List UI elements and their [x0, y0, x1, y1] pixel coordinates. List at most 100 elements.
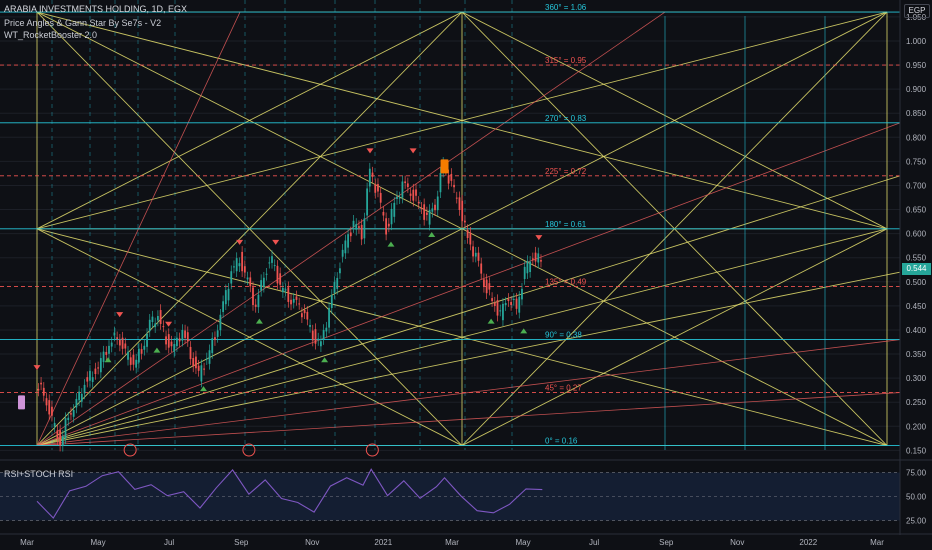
candle-body-21-1 [203, 368, 205, 370]
indicator-gann-label[interactable]: Price Angles & Gann Star By Se7s - V2 [4, 18, 162, 28]
candle-body-4-2 [67, 417, 70, 421]
candle-body-60-0 [518, 296, 521, 313]
candle-body-4-1 [64, 418, 67, 439]
candle-body-15-0 [151, 316, 154, 323]
buy-signal-3 [255, 318, 263, 324]
candle-body-57-2 [499, 310, 502, 312]
candle-body-61-1 [529, 261, 532, 273]
candle-body-7-0 [86, 377, 89, 382]
candle-body-29-2 [271, 256, 273, 263]
gann-ray-4 [36, 392, 901, 446]
price-tick-label-16: 0.250 [906, 398, 927, 407]
buy-signal-4 [321, 357, 329, 363]
candle-body-53-2 [466, 229, 469, 239]
candle-body-2-2 [51, 406, 53, 416]
candle-body-54-0 [469, 232, 472, 245]
price-tick-label-15: 0.300 [906, 374, 927, 383]
time-tick-label-8: Jul [589, 538, 599, 547]
candle-body-5-2 [75, 398, 78, 408]
candle-body-30-0 [273, 265, 276, 267]
candle-body-49-2 [434, 204, 436, 211]
buy-signal-7 [487, 318, 495, 324]
price-tick-label-3: 0.900 [906, 85, 927, 94]
candle-body-29-0 [265, 273, 268, 275]
buy-signal-1 [153, 347, 161, 353]
candle-body-26-1 [243, 266, 246, 273]
buy-signal-8 [520, 328, 528, 334]
candle-body-54-2 [474, 252, 477, 257]
candle-body-37-1 [333, 282, 336, 294]
rsi-panel: 75.00 50.00 25.00 [0, 459, 932, 525]
price-tick-label-17: 0.200 [906, 422, 927, 431]
price-tick-label-2: 0.950 [906, 61, 927, 70]
indicator-rsi-label[interactable]: RSI+STOCH RSI [4, 469, 74, 479]
candle-body-36-1 [325, 327, 328, 332]
candle-body-16-2 [165, 336, 167, 345]
time-tick-label-12: Mar [870, 538, 884, 547]
candle-body-9-2 [108, 345, 110, 354]
candle-body-32-1 [292, 298, 295, 303]
candle-body-25-1 [235, 258, 238, 272]
price-axis[interactable]: 1.0501.0000.9500.9000.8500.8000.7500.700… [899, 0, 927, 535]
candle-body-44-1 [390, 208, 393, 225]
candle-body-25-0 [233, 266, 235, 268]
candle-body-60-2 [523, 266, 526, 279]
candle-body-55-0 [477, 252, 480, 261]
price-tick-label-13: 0.400 [906, 326, 927, 335]
candle-body-55-1 [480, 263, 483, 274]
candle-body-28-0 [257, 294, 260, 308]
rocket-booster-marker [440, 159, 449, 174]
time-tick-label-2: Jul [164, 538, 174, 547]
buy-signal-6 [428, 231, 436, 237]
candle-body-45-0 [396, 196, 398, 199]
candle-body-36-0 [322, 330, 325, 340]
candle-body-41-1 [366, 188, 369, 216]
candle-body-41-2 [368, 168, 371, 187]
gann-ray-2 [36, 122, 901, 446]
symbol-title[interactable]: ARABIA INVESTMENTS HOLDING, 1D, EGX [4, 4, 188, 14]
grid-lines [0, 16, 900, 451]
candle-body-4-0 [61, 435, 64, 446]
candle-body-15-2 [157, 316, 159, 321]
candle-body-34-0 [306, 311, 309, 320]
sell-signal-5 [366, 148, 374, 154]
price-tick-label-10: 0.550 [906, 254, 927, 263]
rocket-booster-marker-start [18, 395, 25, 410]
candle-body-21-0 [200, 365, 203, 382]
candle-body-14-1 [146, 333, 148, 347]
time-tick-label-10: Nov [730, 538, 744, 547]
time-tick-label-7: May [515, 538, 530, 547]
candle-body-27-2 [254, 304, 257, 307]
candle-body-31-2 [287, 287, 290, 302]
candle-body-10-1 [113, 332, 116, 336]
candle-body-50-0 [436, 196, 439, 211]
candle-body-24-0 [224, 290, 227, 305]
candle-body-49-0 [428, 210, 431, 225]
candle-body-1-2 [42, 387, 45, 396]
candle-body-46-2 [409, 193, 412, 196]
time-axis[interactable]: Mar May Jul Sep Nov 2021 Mar May Jul Sep Nov 2022 Ma… [0, 533, 932, 547]
candle-body-33-0 [298, 303, 301, 305]
candle-body-22-1 [211, 338, 214, 354]
candle-body-40-0 [355, 223, 358, 230]
candle-body-1-1 [40, 382, 42, 385]
indicator-rocket-label[interactable]: WT_RocketBooster 2.0 [4, 30, 98, 40]
candle-body-35-1 [317, 338, 320, 341]
price-tick-label-5: 0.800 [906, 133, 927, 142]
price-tick-label-8: 0.650 [906, 206, 927, 215]
earnings-markers [123, 443, 379, 457]
currency-badge[interactable]: EGP [904, 4, 930, 18]
candle-body-39-2 [352, 220, 355, 228]
gann-level-label-3: 225° = 0.72 [545, 167, 587, 176]
time-tick-label-6: Mar [445, 538, 459, 547]
rsi-tick-label-2: 25.00 [906, 516, 927, 525]
candle-body-25-2 [238, 263, 241, 267]
candle-body-10-2 [116, 337, 119, 339]
candle-body-58-0 [502, 303, 504, 321]
price-tick-label-7: 0.700 [906, 181, 927, 190]
earnings-marker-1 [242, 443, 256, 457]
candle-body-10-0 [110, 342, 113, 347]
candle-body-58-1 [504, 303, 507, 306]
candle-body-42-2 [377, 184, 379, 192]
